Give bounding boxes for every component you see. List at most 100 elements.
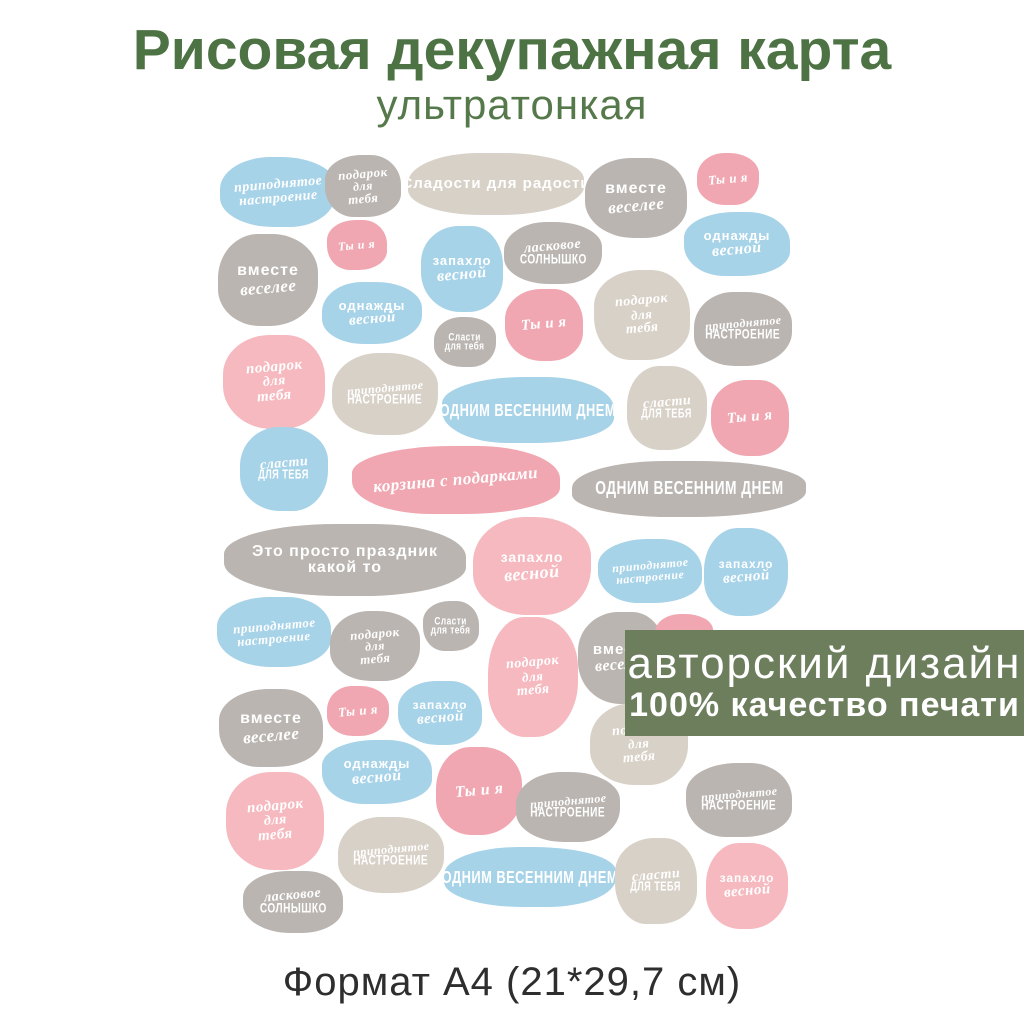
sticker-text: НАСТРОЕНИЕ: [705, 326, 781, 342]
sticker-blob: Сладости для радости: [408, 153, 584, 215]
sticker-blob: Ты и я: [697, 153, 759, 205]
sticker-text: НАСТРОЕНИЕ: [353, 852, 429, 868]
sticker-blob: запахло весной: [704, 528, 788, 616]
sticker-text: тебя: [256, 825, 293, 845]
sticker-blob: Ты и я: [327, 220, 387, 270]
sticker-text: вместе: [240, 710, 302, 728]
page-title: Рисовая декупажная карта: [132, 18, 892, 82]
sticker-text: весной: [711, 239, 763, 261]
sticker-text: запахло: [432, 253, 492, 269]
sticker-blob: приподнятое НАСТРОЕНИЕ: [694, 292, 792, 366]
sticker-blob: приподнятое настроение: [598, 539, 702, 603]
sticker-text: СОЛНЫШКО: [519, 251, 587, 267]
sticker-text: запахло: [500, 548, 564, 565]
sticker-text: весной: [351, 767, 403, 789]
sticker-text: Сласти: [434, 614, 468, 627]
sticker-blob: вместе веселее: [219, 689, 323, 767]
sticker-text: Это просто праздник: [251, 542, 439, 560]
banner-print-quality-text: 100% качество печати: [629, 686, 1020, 725]
sticker-text: НАСТРОЕНИЕ: [701, 797, 777, 813]
sticker-blob: приподнятое НАСТРОЕНИЕ: [516, 772, 620, 842]
sticker-text: весной: [503, 560, 561, 586]
sticker-text: СОЛНЫШКО: [259, 900, 327, 916]
sticker-blob: ОДНИМ ВЕСЕННИМ ДНЕМ: [572, 461, 806, 517]
sticker-text: ОДНИМ ВЕСЕННИМ ДНЕМ: [444, 866, 616, 887]
sticker-text: запахло: [719, 871, 775, 886]
sticker-blob: Ты и я: [505, 289, 583, 361]
sticker-text: ДЛЯ ТЕБЯ: [630, 880, 682, 895]
sticker-text: для тебя: [431, 623, 471, 637]
sticker-text: НАСТРОЕНИЕ: [530, 804, 606, 820]
format-label: Формат А4 (21*29,7 см): [282, 960, 742, 1004]
sticker-text: Сласти: [448, 330, 482, 343]
sticker-text: ОДНИМ ВЕСЕННИМ ДНЕМ: [594, 478, 784, 500]
sticker-text: Ты и я: [337, 701, 379, 721]
sticker-blob: сласти ДЛЯ ТЕБЯ: [627, 366, 707, 450]
sticker-text: Ты и я: [337, 236, 377, 254]
sticker-blob: запахло весной: [473, 517, 591, 615]
sticker-text: корзина с подарками: [372, 463, 540, 497]
sticker-text: вместе: [237, 262, 299, 280]
sticker-blob: Сласти для тебя: [423, 601, 479, 651]
sticker-blob: вместе веселее: [585, 158, 687, 238]
sticker-text: веселее: [239, 276, 297, 300]
sticker-blob: запахло весной: [421, 226, 503, 312]
sticker-text: однажды: [338, 297, 406, 313]
sticker-blob: Ты и я: [436, 747, 522, 835]
sticker-text: тебя: [359, 649, 391, 668]
sticker-text: Сладости для радости: [408, 175, 584, 193]
sticker-blob: приподнятое настроение: [217, 597, 331, 667]
sticker-blob: ОДНИМ ВЕСЕННИМ ДНЕМ: [442, 377, 614, 443]
sticker-blob: Ты и я: [327, 686, 389, 736]
sticker-blob: приподнятое НАСТРОЕНИЕ: [338, 817, 444, 893]
sticker-blob: приподнятое НАСТРОЕНИЕ: [332, 353, 438, 435]
sticker-text: Ты и я: [726, 407, 774, 428]
sticker-blob: приподнятое НАСТРОЕНИЕ: [686, 763, 792, 837]
sticker-blob: Ты и я: [711, 380, 789, 456]
sticker-text: ДЛЯ ТЕБЯ: [258, 468, 310, 483]
sticker-blob: вместе веселее: [218, 234, 318, 326]
sticker-text: вместе: [605, 180, 667, 198]
sticker-blob: ОДНИМ ВЕСЕННИМ ДНЕМ: [444, 847, 616, 907]
sticker-blob: корзина с подарками: [352, 446, 560, 514]
sticker-text: какой то: [307, 559, 383, 576]
sticker-blob: Сласти для тебя: [434, 317, 496, 367]
sticker-blob: приподнятое настроение: [220, 157, 336, 227]
sticker-blob: однажды весной: [322, 740, 432, 804]
sticker-text: весной: [722, 881, 771, 902]
banner-author-design-text: авторский дизайн: [627, 639, 1022, 689]
sticker-text: однажды: [703, 228, 771, 244]
sticker-text: тебя: [622, 748, 656, 767]
sticker-text: Ты и я: [454, 779, 504, 801]
sticker-text: весной: [347, 308, 396, 329]
sticker-text: НАСТРОЕНИЕ: [347, 391, 423, 407]
sticker-blob: ласковое СОЛНЫШКО: [243, 871, 343, 933]
sticker-blob: Это просто праздник какой то: [224, 524, 466, 596]
page-subtitle: ультратонкая: [376, 81, 648, 128]
sticker-text: ОДНИМ ВЕСЕННИМ ДНЕМ: [442, 399, 614, 420]
sticker-text: тебя: [625, 319, 659, 338]
quality-banner: авторский дизайн 100% качество печати: [625, 630, 1024, 736]
sticker-text: веселее: [242, 724, 300, 748]
sticker-text: для тебя: [445, 339, 485, 353]
sticker-text: весной: [415, 708, 464, 729]
sticker-text: тебя: [255, 386, 292, 406]
sticker-text: Ты и я: [520, 314, 568, 335]
sticker-text: тебя: [516, 681, 550, 700]
sticker-text: запахло: [412, 698, 468, 713]
sticker-text: весной: [721, 567, 770, 588]
sticker-blob: сласти ДЛЯ ТЕБЯ: [240, 427, 328, 511]
sticker-text: ДЛЯ ТЕБЯ: [641, 407, 693, 422]
sticker-blob: однажды весной: [684, 212, 790, 276]
sticker-text: веселее: [607, 194, 665, 218]
sticker-text: однажды: [343, 756, 411, 772]
sticker-blob: однажды весной: [322, 282, 422, 344]
sticker-text: весной: [436, 264, 488, 286]
